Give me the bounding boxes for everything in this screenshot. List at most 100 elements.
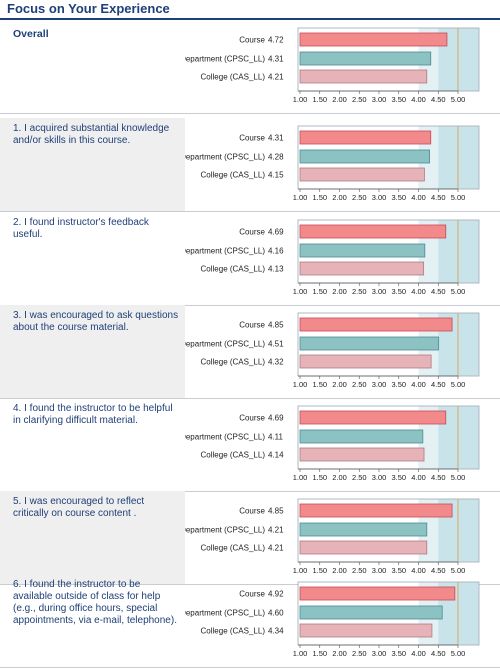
bar: [299, 149, 430, 164]
bar: [299, 317, 453, 332]
question-text: 3. I was encouraged to ask questions abo…: [13, 310, 179, 333]
question-row: 5. I was encouraged to reflect criticall…: [0, 491, 500, 585]
x-tick-label: 1.50: [312, 193, 327, 202]
x-tick-label: 3.00: [372, 95, 387, 104]
bar-chart: Course 4.92 Department (CPSC_LL) 4.60Colleg…: [185, 581, 480, 658]
x-tick-label: 2.00: [332, 649, 347, 658]
value-label: 4.34: [268, 627, 284, 636]
title-divider: [0, 18, 500, 20]
x-tick-label: 4.00: [411, 566, 426, 575]
question-text: 1. I acquired substantial knowledge and/…: [13, 123, 170, 146]
row-divider: [0, 584, 500, 585]
x-tick-label: 4.50: [431, 193, 446, 202]
bar: [299, 224, 447, 239]
category-label: Department (CPSC_LL): [185, 609, 265, 618]
x-tick-label: 4.00: [411, 95, 426, 104]
category-label: Course: [239, 507, 265, 516]
x-tick-label: 1.00: [293, 649, 308, 658]
question-row: 1. I acquired substantial knowledge and/…: [0, 118, 500, 212]
category-label: Course: [239, 321, 265, 330]
x-tick-label: 3.00: [372, 566, 387, 575]
question-cell: 2. I found instructor's feedback useful.: [0, 212, 185, 306]
x-tick-label: 3.50: [391, 287, 406, 296]
row-divider: [0, 667, 500, 668]
x-tick-label: 4.50: [431, 566, 446, 575]
page-title: Focus on Your Experience: [7, 1, 170, 16]
question-text: 6. I found the instructor to be availabl…: [13, 579, 177, 626]
x-tick-label: 2.00: [332, 193, 347, 202]
x-tick-label: 3.00: [372, 380, 387, 389]
x-tick-label: 3.00: [372, 649, 387, 658]
row-divider: [0, 305, 500, 306]
x-tick-label: 5.00: [451, 95, 466, 104]
bar-chart: Course 4.72 Department (CPSC_LL) 4.31Colleg…: [185, 27, 480, 104]
x-tick-label: 1.00: [293, 566, 308, 575]
bar: [299, 354, 432, 369]
question-text: Overall: [13, 28, 49, 40]
x-tick-label: 1.50: [312, 566, 327, 575]
x-tick-label: 1.00: [293, 473, 308, 482]
bar: [299, 429, 424, 444]
value-label: 4.21: [268, 73, 284, 82]
value-label: 4.14: [268, 451, 284, 460]
bar-chart: Course 4.85 Department (CPSC_LL) 4.21Colleg…: [185, 498, 480, 575]
x-tick-label: 3.00: [372, 193, 387, 202]
x-tick-label: 2.50: [352, 380, 367, 389]
bar: [299, 410, 447, 425]
x-tick-label: 1.00: [293, 287, 308, 296]
x-tick-label: 1.00: [293, 193, 308, 202]
category-label: Department (CPSC_LL): [185, 526, 265, 535]
x-tick-label: 2.50: [352, 287, 367, 296]
bar-chart: Course 4.69 Department (CPSC_LL) 4.11Colleg…: [185, 405, 480, 482]
x-tick-label: 4.50: [431, 473, 446, 482]
x-tick-label: 2.00: [332, 95, 347, 104]
bar-chart: Course 4.69 Department (CPSC_LL) 4.16Colleg…: [185, 219, 480, 296]
category-label: College (CAS_LL): [201, 265, 266, 274]
category-label: College (CAS_LL): [201, 171, 266, 180]
value-label: 4.85: [268, 507, 284, 516]
value-label: 4.69: [268, 414, 284, 423]
x-tick-label: 1.50: [312, 380, 327, 389]
x-tick-label: 3.50: [391, 380, 406, 389]
x-tick-label: 4.00: [411, 193, 426, 202]
bar: [299, 605, 443, 620]
x-tick-label: 5.00: [451, 380, 466, 389]
value-label: 4.60: [268, 609, 284, 618]
category-label: Department (CPSC_LL): [185, 153, 265, 162]
question-cell: 3. I was encouraged to ask questions abo…: [0, 305, 185, 399]
row-divider: [0, 113, 500, 114]
x-tick-label: 5.00: [451, 473, 466, 482]
bar: [299, 167, 425, 182]
x-tick-label: 1.00: [293, 380, 308, 389]
value-label: 4.21: [268, 544, 284, 553]
question-cell: 6. I found the instructor to be availabl…: [0, 574, 185, 668]
x-tick-label: 3.50: [391, 95, 406, 104]
question-row: 4. I found the instructor to be helpful …: [0, 398, 500, 492]
x-tick-label: 2.50: [352, 95, 367, 104]
x-tick-label: 5.00: [451, 193, 466, 202]
x-tick-label: 2.00: [332, 473, 347, 482]
x-tick-label: 4.50: [431, 95, 446, 104]
bar: [299, 623, 433, 638]
category-label: College (CAS_LL): [201, 451, 266, 460]
x-tick-label: 3.00: [372, 287, 387, 296]
bar: [299, 51, 432, 66]
x-tick-label: 4.50: [431, 649, 446, 658]
x-tick-label: 3.00: [372, 473, 387, 482]
x-tick-label: 2.50: [352, 473, 367, 482]
value-label: 4.11: [268, 433, 284, 442]
x-tick-label: 1.00: [293, 95, 308, 104]
x-tick-label: 5.00: [451, 649, 466, 658]
question-row: 6. I found the instructor to be availabl…: [0, 574, 500, 668]
bar: [299, 586, 456, 601]
x-tick-label: 4.50: [431, 287, 446, 296]
value-label: 4.31: [268, 55, 284, 64]
category-label: Course: [239, 134, 265, 143]
bar: [299, 261, 425, 276]
x-tick-label: 2.50: [352, 193, 367, 202]
value-label: 4.72: [268, 36, 284, 45]
category-label: College (CAS_LL): [201, 358, 266, 367]
category-label: Course: [239, 414, 265, 423]
category-label: College (CAS_LL): [201, 544, 266, 553]
value-label: 4.16: [268, 247, 284, 256]
